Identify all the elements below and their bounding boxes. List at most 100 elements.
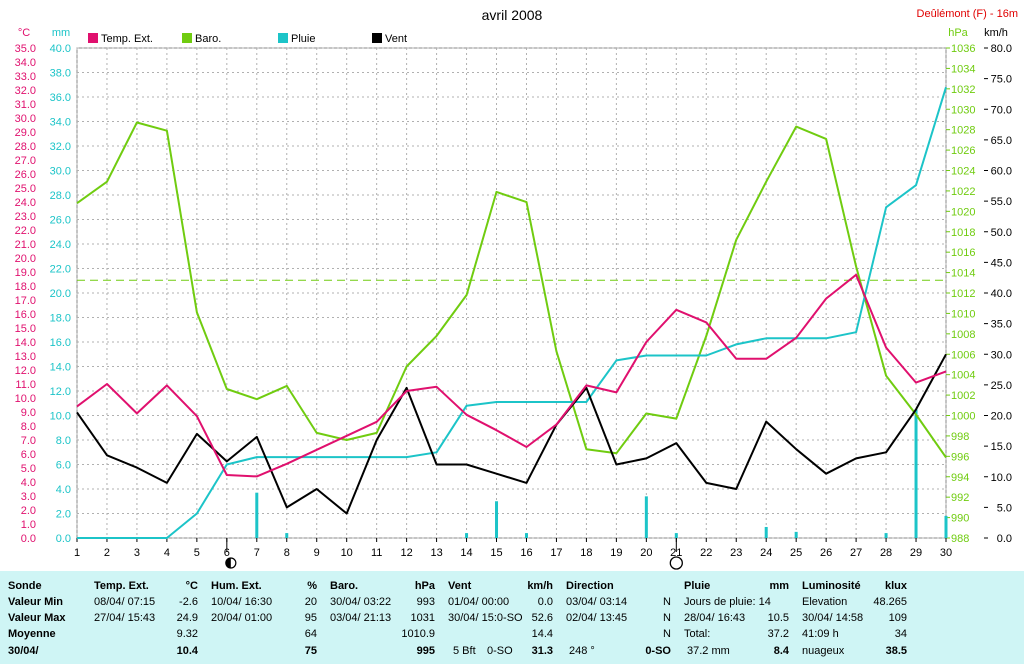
rain-bar [674,533,678,538]
rain-bar [764,526,768,538]
tick-label-x: 1 [74,547,80,559]
temp-min: -2.6 [179,596,198,608]
tick-label-rain: 26.0 [50,215,71,227]
tick-label-temp: 33.0 [15,71,36,83]
baro-today: 995 [416,645,435,657]
tick-label-temp: 20.0 [15,253,36,265]
baro-max-when: 03/04/ 21:13 [330,612,392,624]
temp-min-when: 08/04/ 07:15 [94,596,156,608]
tick-label-temp: 16.0 [15,309,36,321]
tick-label-rain: 34.0 [50,117,71,129]
tick-label-temp: 30.0 [15,113,36,125]
pluie-today: 8.4 [773,645,789,657]
tick-label-x: 9 [314,547,320,559]
hum-max: 95 [304,612,317,624]
rain-bar [255,492,259,538]
stats-vent: Vent km/h 01/04/ 00:00 0.0 30/04/ 15:0-S… [443,571,558,664]
tick-label-rain: 0.0 [56,533,71,545]
pluie-title: Pluie [684,580,711,592]
tick-label-temp: 7.0 [21,435,36,447]
lum-unit: klux [884,580,907,592]
tick-label-temp: 31.0 [15,99,36,111]
tick-label-wind: 55.0 [991,196,1012,208]
tick-label-wind: 25.0 [991,380,1012,392]
pluie-total: 37.2 [767,628,789,640]
tick-label-temp: 28.0 [15,141,36,153]
tick-label-baro: 1018 [951,227,975,239]
tick-label-temp: 8.0 [21,421,36,433]
tick-label-temp: 23.0 [15,211,36,223]
full-moon-icon [669,556,683,570]
tick-label-wind: 50.0 [991,227,1012,239]
tick-label-temp: 10.0 [15,393,36,405]
baro-max: 1031 [410,612,435,624]
tick-label-baro: 1010 [951,308,975,320]
temp-line [76,273,947,478]
tick-label-rain: 8.0 [56,435,71,447]
tick-label-rain: 10.0 [50,411,71,423]
tick-label-x: 3 [134,547,140,559]
legend: Temp. Ext. Baro. Pluie Vent [88,33,407,45]
tick-label-x: 4 [164,547,170,559]
tick-label-temp: 2.0 [21,505,36,517]
pluie-today-mm: 37.2 mm [687,645,730,657]
tick-label-rain: 20.0 [50,288,71,300]
tick-label-rain: 28.0 [50,190,71,202]
tick-label-baro: 1012 [951,288,975,300]
tick-label-rain: 22.0 [50,264,71,276]
lum-elev: 48.265 [873,596,907,608]
legend-label-baro: Baro. [195,33,221,45]
tick-label-temp: 9.0 [21,407,36,419]
temp-title: Temp. Ext. [94,580,149,592]
hum-avg: 64 [304,628,317,640]
tick-label-x: 24 [760,547,772,559]
stats-luminosite: Luminosité klux Elevation 48.265 30/04/ … [797,571,912,664]
tick-label-temp: 5.0 [21,463,36,475]
quarter-moon-shade [225,558,231,568]
tick-label-wind: 60.0 [991,166,1012,178]
tick-label-baro: 1028 [951,125,975,137]
tick-label-temp: 15.0 [15,323,36,335]
rain-bar [285,533,289,538]
baro-unit: hPa [414,580,435,592]
tick-label-temp: 26.0 [15,169,36,181]
vent-unit: km/h [527,580,553,592]
tick-label-x: 17 [550,547,562,559]
tick-label-temp: 22.0 [15,225,36,237]
tick-label-rain: 12.0 [50,386,71,398]
rain-bar [644,496,648,538]
baro-title: Baro. [330,580,359,592]
tick-label-x: 19 [610,547,622,559]
hum-unit: % [307,580,317,592]
tick-label-rain: 24.0 [50,239,71,251]
tick-label-temp: 21.0 [15,239,36,251]
baro-min-when: 30/04/ 03:22 [330,596,392,608]
legend-swatch-temp [88,33,98,43]
tick-label-temp: 35.0 [15,43,36,55]
baro-line [76,121,947,458]
rain-bar [914,409,918,538]
tick-label-wind: 30.0 [991,349,1012,361]
dir-max-when: 02/04/ 13:45 [566,612,628,624]
hum-today: 75 [304,645,317,657]
vent-min-when: 01/04/ 00:00 [448,596,510,608]
tick-label-baro: 990 [951,513,969,525]
tick-label-temp: 3.0 [21,491,36,503]
tick-label-rain: 38.0 [50,68,71,80]
tick-label-rain: 18.0 [50,313,71,325]
lum-max-when: 30/04/ 14:58 [802,612,864,624]
tick-label-baro: 1030 [951,104,975,116]
tick-label-x: 23 [730,547,742,559]
tick-label-wind: 40.0 [991,288,1012,300]
tick-label-wind: 20.0 [991,411,1012,423]
sonde-title: Sonde [8,580,42,592]
tick-label-x: 25 [790,547,802,559]
tick-label-baro: 1002 [951,390,975,402]
tick-label-baro: 1016 [951,247,975,259]
vent-max: 52.6 [531,612,553,624]
tick-label-wind: 35.0 [991,319,1012,331]
tick-label-x: 8 [284,547,290,559]
tick-label-x: 2 [104,547,110,559]
tick-label-rain: 6.0 [56,460,71,472]
tick-label-baro: 1036 [951,43,975,55]
